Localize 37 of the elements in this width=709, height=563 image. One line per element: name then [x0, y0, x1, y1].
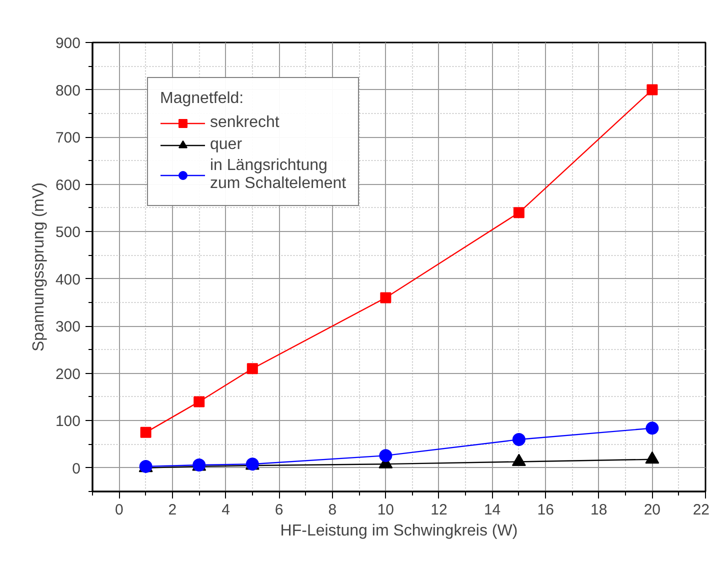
point	[140, 426, 152, 438]
legend-title: Magnetfeld:	[160, 90, 245, 108]
x-tick-label: 10	[377, 502, 394, 518]
y-tick-label: 200	[55, 366, 81, 383]
y-tick-label: 900	[55, 35, 81, 52]
legend-label: in Längsrichtung zum Schaltelement	[210, 157, 346, 193]
x-tick-label: 18	[590, 502, 608, 518]
point	[513, 207, 524, 218]
x-tick-label: 2	[168, 502, 177, 518]
x-tick-label: 8	[328, 502, 337, 518]
x-tick-label: 16	[537, 502, 554, 518]
x-tick-label: 14	[484, 502, 501, 518]
x-tick-label: 20	[644, 502, 661, 518]
point	[380, 292, 392, 304]
y-tick-label: 500	[55, 224, 81, 242]
x-tick-label: 22	[692, 502, 709, 518]
x-tick-label: 4	[222, 502, 230, 518]
y-tick-label: 600	[55, 176, 81, 194]
x-tick-label: 0	[114, 502, 124, 518]
point	[646, 84, 658, 96]
y-tick-label: 0	[72, 460, 80, 478]
y-axis-title: Spannungssprung (mV)	[30, 182, 48, 352]
legend-label: quer	[210, 136, 242, 154]
y-tick-label: 700	[55, 130, 81, 147]
point	[512, 433, 526, 446]
x-axis-title: HF-Leistung im Schwingkreis (W)	[280, 522, 518, 540]
point	[379, 449, 392, 462]
y-tick-label: 400	[55, 271, 81, 288]
y-tick-label: 800	[55, 82, 81, 100]
y-tick-label: 300	[55, 318, 81, 336]
x-tick-label: 12	[430, 502, 448, 518]
y-tick-label: 100	[55, 413, 81, 430]
legend-label: senkrecht	[210, 114, 280, 132]
point	[194, 396, 205, 408]
point	[646, 422, 659, 435]
x-tick-label: 6	[274, 502, 284, 518]
point	[246, 363, 258, 374]
